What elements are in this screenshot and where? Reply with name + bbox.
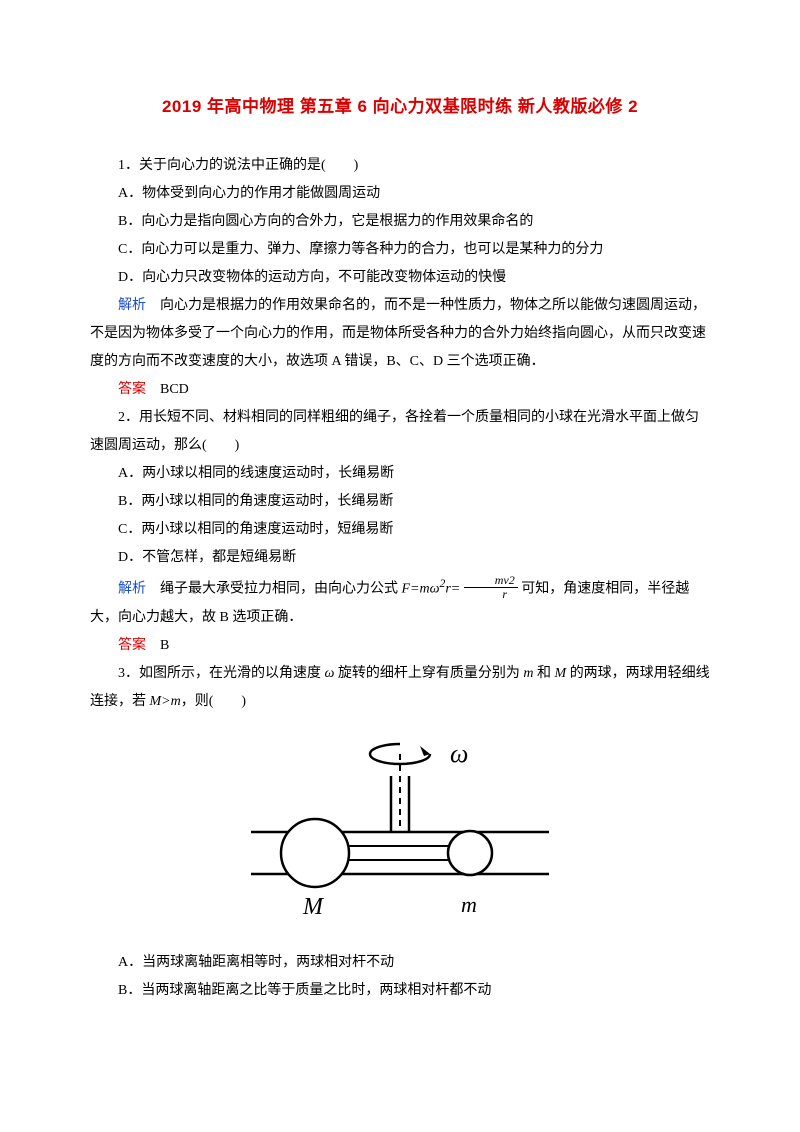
document-title: 2019 年高中物理 第五章 6 向心力双基限时练 新人教版必修 2: [90, 90, 710, 124]
q2-analysis-before: 绳子最大承受拉力相同，由向心力公式: [146, 582, 402, 597]
m-label: m: [461, 892, 477, 917]
q1-analysis-text: 向心力是根据力的作用效果命名的，而不是一种性质力，物体之所以能做匀速圆周运动，不…: [90, 298, 706, 369]
q3-stem-after2: ，则( ): [181, 694, 246, 709]
q2-option-c: C．两小球以相同的角速度运动时，短绳易断: [90, 516, 710, 544]
omega-label: ω: [450, 739, 468, 768]
document-page: 2019 年高中物理 第五章 6 向心力双基限时练 新人教版必修 2 1．关于向…: [0, 0, 800, 1045]
M-label: M: [302, 894, 325, 920]
q3-M: M: [555, 666, 567, 681]
q2-option-d: D．不管怎样，都是短绳易断: [90, 544, 710, 572]
q1-option-a: A．物体受到向心力的作用才能做圆周运动: [90, 180, 710, 208]
analysis-label: 解析: [118, 582, 146, 597]
frac-numerator: mv2: [464, 574, 518, 588]
q3-cond: M>m: [150, 694, 181, 709]
q1-option-d: D．向心力只改变物体的运动方向，不可能改变物体运动的快慢: [90, 264, 710, 292]
answer-label: 答案: [118, 382, 146, 397]
q3-option-b: B．当两球离轴距离之比等于质量之比时，两球相对杆都不动: [90, 977, 710, 1005]
q1-answer: 答案 BCD: [90, 376, 710, 404]
formula-fraction: mv2r: [464, 574, 518, 601]
q3-omega: ω: [325, 666, 335, 681]
q1-analysis: 解析 向心力是根据力的作用效果命名的，而不是一种性质力，物体之所以能做匀速圆周运…: [90, 292, 710, 376]
answer-label: 答案: [118, 638, 146, 653]
q3-m: m: [523, 666, 533, 681]
q1-option-c: C．向心力可以是重力、弹力、摩擦力等各种力的合力，也可以是某种力的分力: [90, 236, 710, 264]
formula-F: F=mω: [402, 582, 440, 597]
q2-analysis: 解析 绳子最大承受拉力相同，由向心力公式 F=mω2r= mv2r 可知，角速度…: [90, 572, 710, 632]
q1-stem: 1．关于向心力的说法中正确的是( ): [90, 152, 710, 180]
q1-option-b: B．向心力是指向圆心方向的合外力，它是根据力的作用效果命名的: [90, 208, 710, 236]
frac-denominator: r: [464, 588, 518, 601]
q3-stem: 3．如图所示，在光滑的以角速度 ω 旋转的细杆上穿有质量分别为 m 和 M 的两…: [90, 660, 710, 716]
q2-option-b: B．两小球以相同的角速度运动时，长绳易断: [90, 488, 710, 516]
q2-answer-text: B: [146, 638, 169, 653]
q3-stem-mid: 旋转的细杆上穿有质量分别为: [334, 666, 523, 681]
q3-figure: ω M m: [90, 734, 710, 935]
q3-option-a: A．当两球离轴距离相等时，两球相对杆不动: [90, 949, 710, 977]
q3-and: 和: [534, 666, 555, 681]
q2-answer: 答案 B: [90, 632, 710, 660]
analysis-label: 解析: [118, 298, 146, 313]
q2-option-a: A．两小球以相同的线速度运动时，长绳易断: [90, 460, 710, 488]
q2-stem: 2．用长短不同、材料相同的同样粗细的绳子，各拴着一个质量相同的小球在光滑水平面上…: [90, 404, 710, 460]
q3-stem-before: 3．如图所示，在光滑的以角速度: [118, 666, 325, 681]
q1-answer-text: BCD: [146, 382, 189, 397]
formula-r: r=: [445, 582, 463, 597]
title-text: 2019 年高中物理 第五章 6 向心力双基限时练 新人教版必修 2: [162, 97, 638, 116]
rotation-diagram-icon: ω M m: [245, 734, 555, 924]
